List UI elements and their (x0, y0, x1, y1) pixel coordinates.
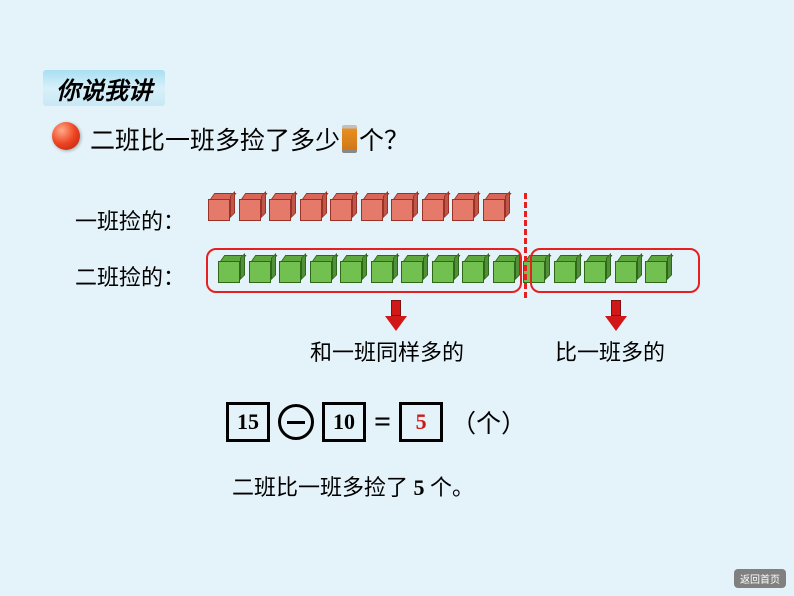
cube-icon (208, 193, 234, 221)
operand1-box: 15 (226, 402, 270, 442)
cube-icon (239, 193, 265, 221)
equals-sign: = (374, 405, 391, 439)
header-title: 你说我讲 (43, 70, 165, 106)
cube-icon (391, 193, 417, 221)
bullet-sphere (52, 122, 80, 150)
cube-icon (422, 193, 448, 221)
question-before: 二班比一班多捡了多少 (90, 121, 340, 157)
operand2-box: 10 (322, 402, 366, 442)
divider-line (524, 193, 527, 298)
unit-label: （个） (451, 404, 526, 440)
cube-icon (330, 193, 356, 221)
group-border-more (530, 248, 700, 293)
result-box: 5 (399, 402, 443, 442)
arrow-down-icon (605, 300, 627, 332)
cube-icon (269, 193, 295, 221)
conclusion-prefix: 二班比一班多捡了 (232, 475, 414, 500)
question-after: 个？ (359, 121, 409, 157)
conclusion-suffix: 个。 (425, 475, 475, 500)
annotation-more: 比一班多的 (555, 335, 665, 367)
cube-icon (452, 193, 478, 221)
question-text: 二班比一班多捡了多少 个？ (90, 121, 409, 157)
row1-cubes (208, 193, 509, 221)
row1-label: 一班捡的： (75, 204, 185, 236)
conclusion-value: 5 (414, 475, 425, 500)
cube-icon (483, 193, 509, 221)
cube-icon (361, 193, 387, 221)
back-button[interactable]: 返回首页 (734, 569, 786, 588)
group-border-same (206, 248, 522, 293)
equation: 15 10 = 5 （个） (226, 402, 526, 442)
minus-operator (278, 404, 314, 440)
annotation-same: 和一班同样多的 (310, 335, 464, 367)
can-icon (342, 125, 357, 153)
arrow-down-icon (385, 300, 407, 332)
cube-icon (300, 193, 326, 221)
row2-label: 二班捡的： (75, 260, 185, 292)
conclusion-text: 二班比一班多捡了 5 个。 (232, 470, 474, 502)
